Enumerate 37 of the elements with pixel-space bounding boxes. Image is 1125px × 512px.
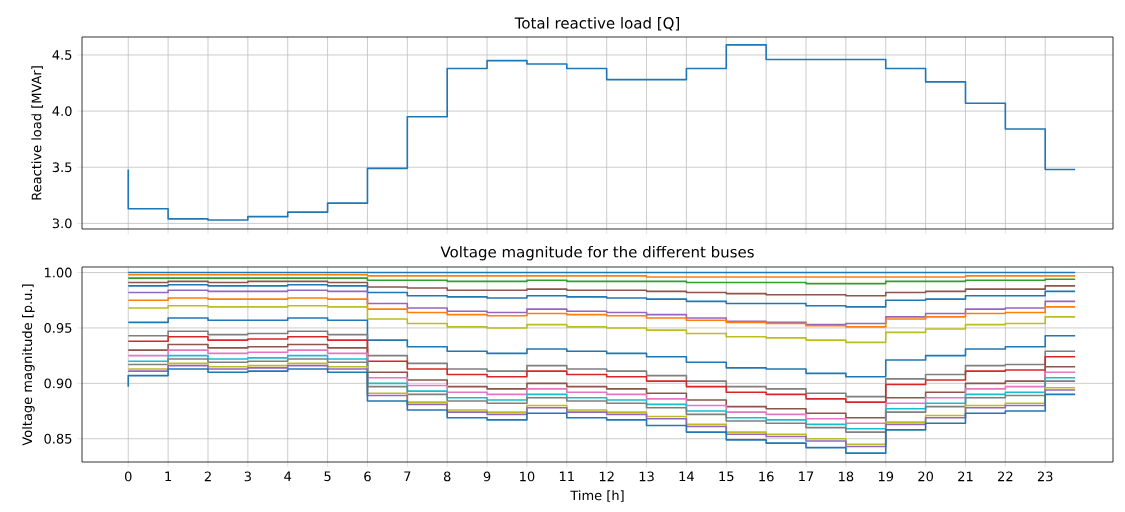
y-tick-label: 0.90 <box>44 378 72 389</box>
x-tick-label: 19 <box>878 471 894 482</box>
y-tick-label: 4.0 <box>52 106 72 117</box>
x-tick-label: 16 <box>759 471 774 482</box>
x-tick-label: 22 <box>998 471 1013 482</box>
x-tick-label: 12 <box>599 471 614 482</box>
x-tick-label: 18 <box>839 471 854 482</box>
x-tick-label: 7 <box>404 471 411 482</box>
x-tick-label: 13 <box>639 471 654 482</box>
x-tick-label: 23 <box>1037 471 1053 482</box>
x-tick-label: 9 <box>483 471 491 482</box>
y-tick-label: 3.5 <box>52 162 72 173</box>
y-tick-label: 0.95 <box>44 323 72 333</box>
chart-title: Total reactive load [Q] <box>514 17 679 31</box>
y-tick-label: 1.00 <box>44 267 72 278</box>
y-axis-title: Voltage magnitude [p.u.] <box>22 284 35 446</box>
x-tick-label: 4 <box>284 471 292 482</box>
x-tick-label: 21 <box>958 471 973 482</box>
x-tick-label: 0 <box>124 471 132 482</box>
x-tick-label: 14 <box>679 471 694 482</box>
x-tick-label: 10 <box>520 471 535 482</box>
x-tick-label: 17 <box>799 471 814 482</box>
y-axis-title: Reactive load [MVAr] <box>31 66 43 200</box>
x-tick-label: 1 <box>165 471 172 482</box>
x-tick-label: 20 <box>918 471 934 482</box>
x-tick-label: 15 <box>719 471 734 482</box>
x-tick-label: 3 <box>244 471 251 482</box>
x-tick-label: 11 <box>559 471 574 482</box>
y-tick-label: 3.0 <box>52 218 72 229</box>
x-tick-label: 2 <box>204 471 211 482</box>
chart-title: Voltage magnitude for the different buses <box>440 245 754 261</box>
y-tick-label: 0.85 <box>44 433 72 444</box>
y-tick-label: 4.5 <box>52 50 72 60</box>
x-tick-label: 6 <box>364 471 371 482</box>
x-tick-label: 5 <box>324 471 331 482</box>
x-axis-title: Time [h] <box>570 490 624 502</box>
x-tick-label: 8 <box>443 471 451 482</box>
